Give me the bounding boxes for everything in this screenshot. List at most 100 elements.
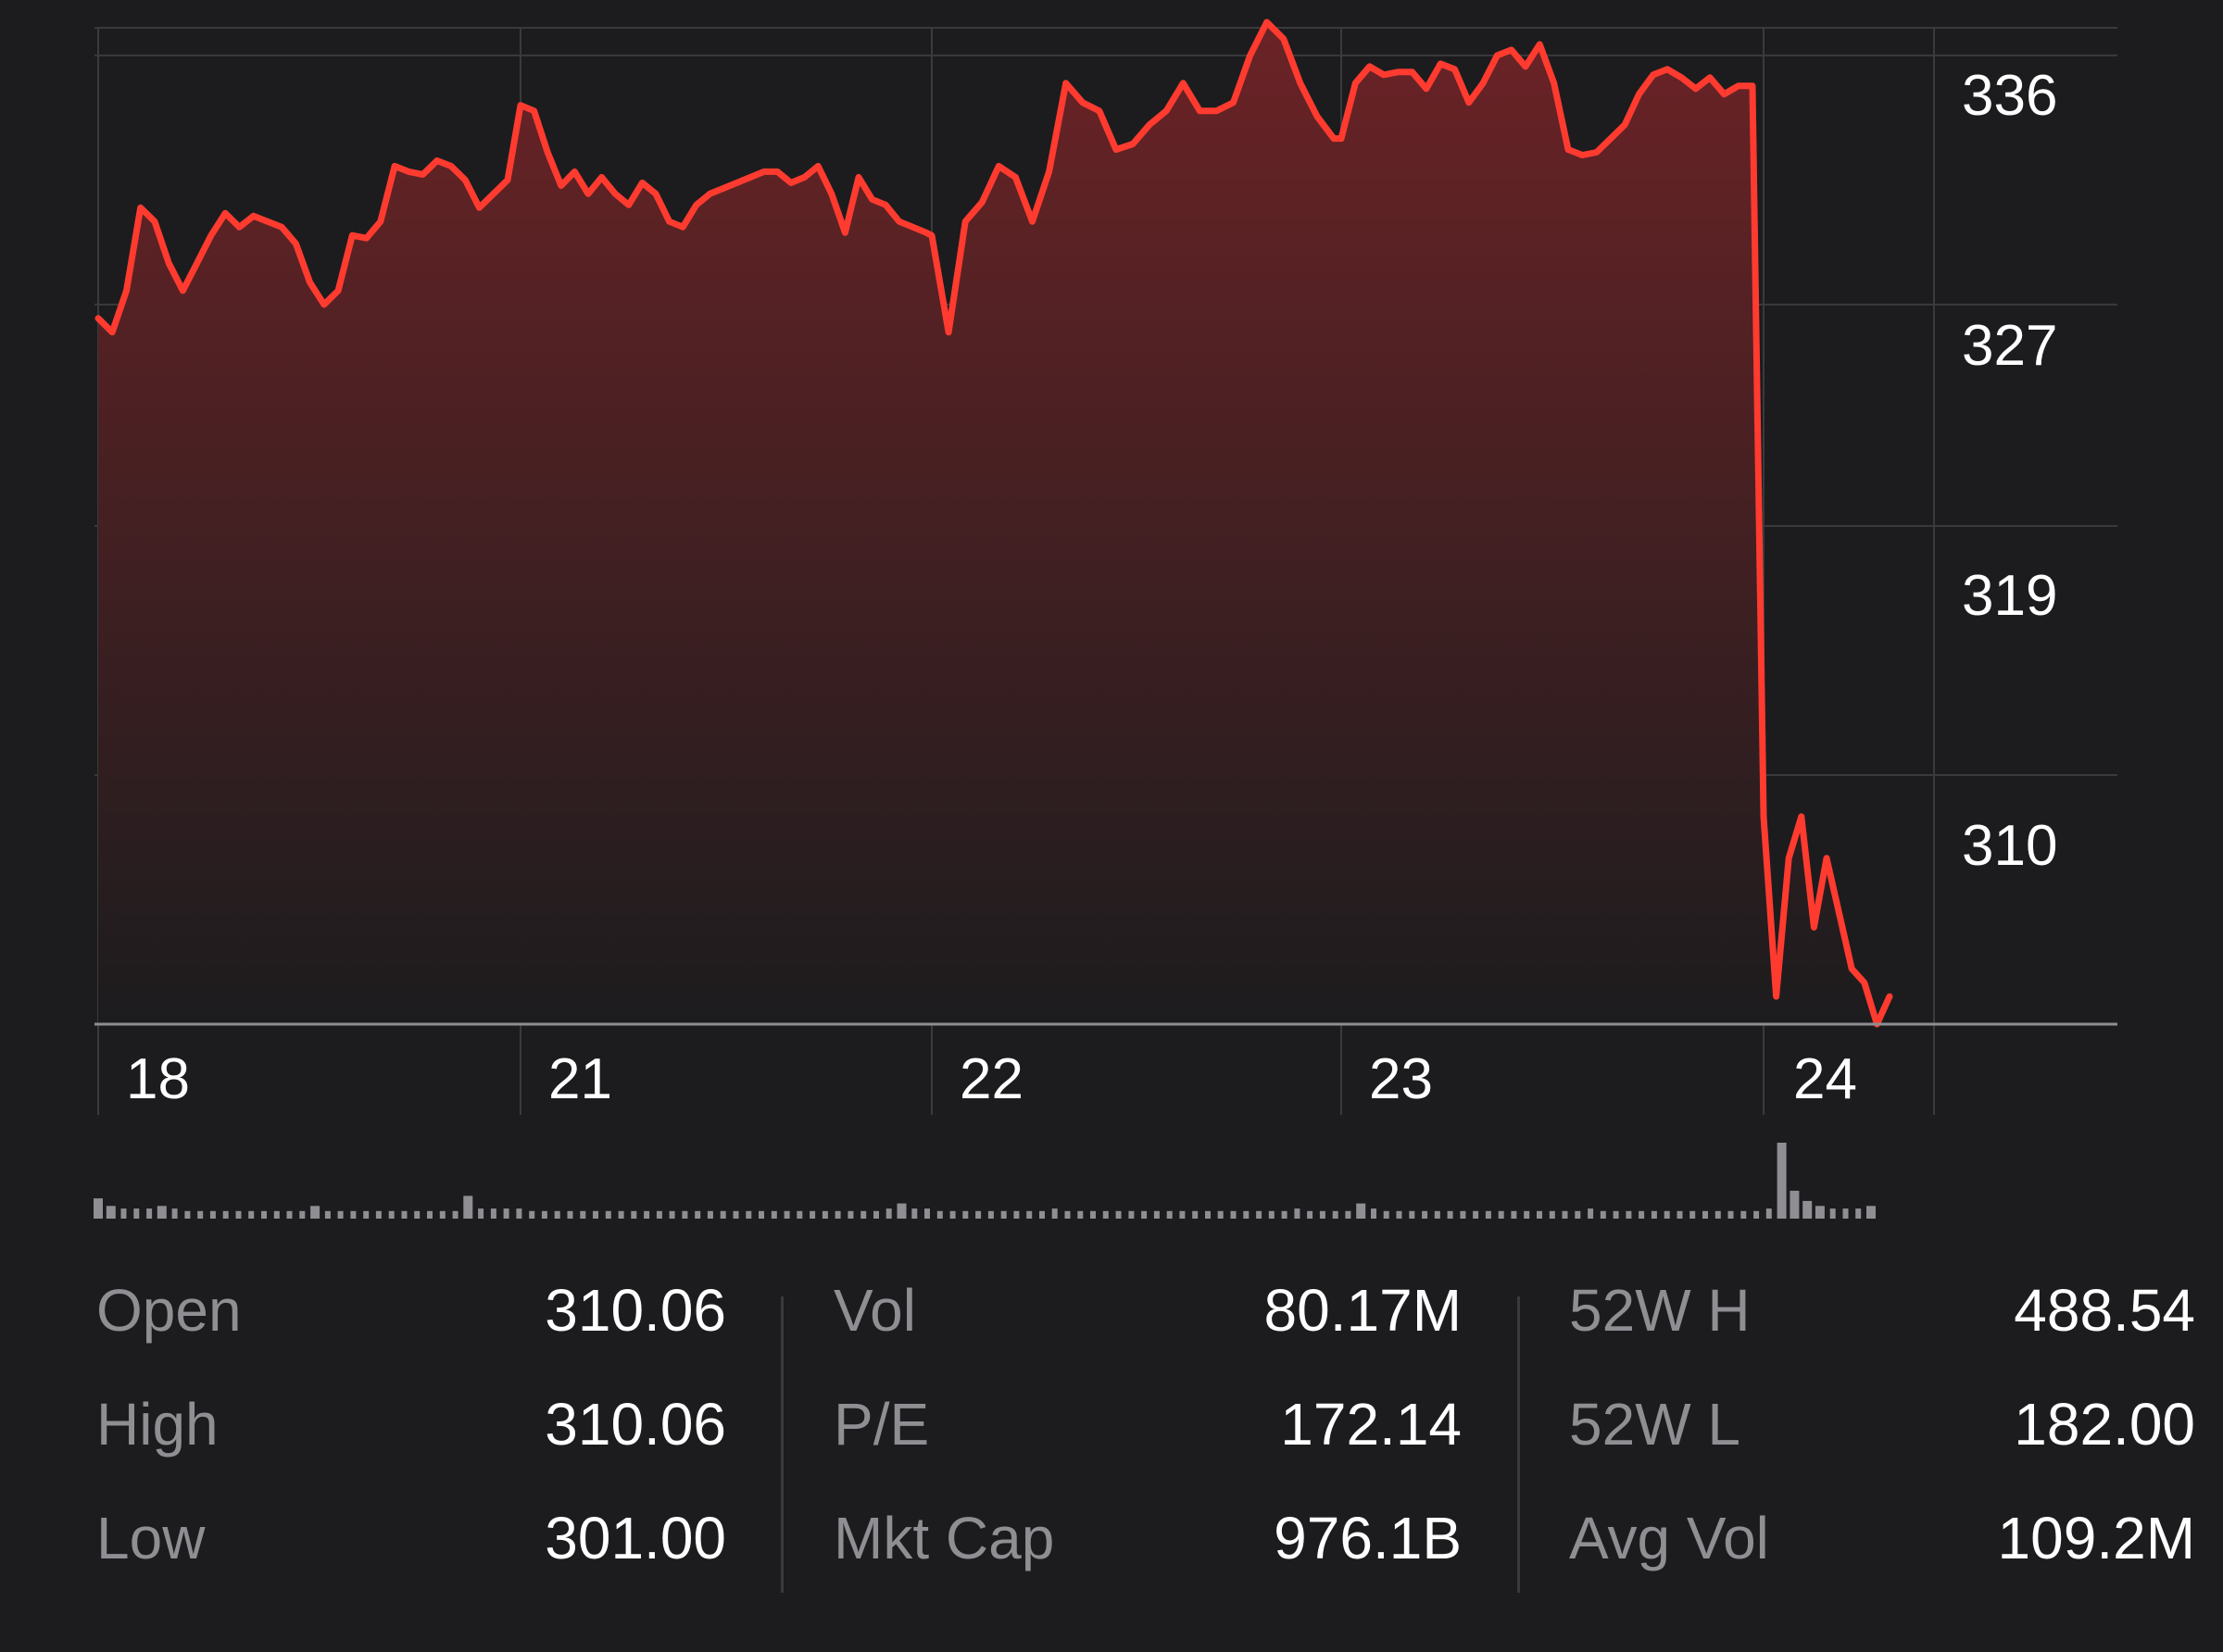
stat-low: Low 301.00 [96, 1496, 726, 1580]
volume-bar [1588, 1208, 1594, 1219]
volume-bar [1217, 1210, 1224, 1219]
volume-bar [184, 1210, 191, 1219]
volume-bar [1447, 1210, 1453, 1219]
volume-bar [733, 1210, 739, 1219]
volume-bar [350, 1210, 357, 1219]
volume-bar [261, 1210, 267, 1219]
volume-bar [1319, 1210, 1325, 1219]
volume-bar [771, 1210, 777, 1219]
stat-value: 310.06 [545, 1391, 726, 1458]
volume-bar [1000, 1210, 1007, 1219]
volume-bar [1115, 1210, 1122, 1219]
volume-bar [197, 1210, 204, 1219]
price-area-fill [98, 22, 1890, 1024]
volume-bar [1141, 1210, 1148, 1219]
volume-bar [1307, 1210, 1313, 1219]
volume-bar [797, 1210, 803, 1219]
volume-bar [860, 1210, 867, 1219]
volume-bar [1575, 1210, 1581, 1219]
stat-label: 52W H [1569, 1277, 1751, 1344]
stat-pe: P/E 172.14 [834, 1383, 1462, 1466]
volume-bars [94, 1143, 1876, 1219]
volume-bar [1473, 1210, 1479, 1219]
volume-bar [1422, 1210, 1428, 1219]
stat-avg-vol: Avg Vol 109.2M [1569, 1496, 2195, 1580]
volume-bar [1243, 1210, 1250, 1219]
stat-label: Mkt Cap [834, 1505, 1055, 1571]
volume-bar [1026, 1210, 1033, 1219]
y-tick-label: 327 [1962, 314, 2057, 378]
volume-bar [1192, 1210, 1199, 1219]
volume-bar [1230, 1210, 1237, 1219]
stats-panel: Open 310.06 High 310.06 Low 301.00 Vol 8… [0, 1269, 2223, 1621]
volume-bar [1511, 1210, 1517, 1219]
volume-bar [120, 1208, 127, 1219]
volume-bar [631, 1210, 637, 1219]
volume-bar [1205, 1210, 1211, 1219]
volume-bar [363, 1210, 370, 1219]
stat-open: Open 310.06 [96, 1269, 726, 1352]
volume-bar [759, 1210, 764, 1219]
volume-bar [897, 1203, 907, 1219]
volume-bar [695, 1210, 701, 1219]
volume-bar [1256, 1210, 1262, 1219]
volume-bar [873, 1210, 879, 1219]
volume-bar [554, 1210, 560, 1219]
y-tick-label: 319 [1962, 564, 2057, 628]
volume-bar [1013, 1210, 1020, 1219]
volume-bar [1153, 1210, 1160, 1219]
x-tick-label: 23 [1369, 1047, 1433, 1111]
volume-bar [618, 1210, 624, 1219]
volume-bar [427, 1210, 433, 1219]
stat-label: 52W L [1569, 1391, 1740, 1458]
volume-bar [1332, 1210, 1338, 1219]
x-tick-label: 24 [1793, 1047, 1857, 1111]
volume-bar [1600, 1210, 1606, 1219]
volume-bar [835, 1210, 841, 1219]
volume-bar [1434, 1210, 1440, 1219]
volume-bar [1051, 1208, 1058, 1219]
volume-bar [1039, 1210, 1045, 1219]
volume-bar [1356, 1203, 1366, 1219]
volume-bar [222, 1210, 229, 1219]
volume-bar [1866, 1206, 1876, 1219]
price-line [94, 19, 1893, 1028]
volume-bar [605, 1210, 611, 1219]
volume-bar [299, 1210, 306, 1219]
volume-bar [1090, 1210, 1096, 1219]
x-axis-labels: 18 21 22 23 24 [126, 1047, 1857, 1111]
volume-bar [1460, 1210, 1466, 1219]
stat-label: Avg Vol [1569, 1505, 1769, 1571]
stat-value: 109.2M [1997, 1505, 2195, 1571]
volume-bar [1651, 1210, 1657, 1219]
volume-bar [1790, 1190, 1800, 1219]
stat-label: Vol [834, 1277, 916, 1344]
volume-bar [848, 1210, 854, 1219]
y-tick-label: 310 [1962, 814, 2057, 878]
volume-bar [1639, 1210, 1645, 1219]
volume-bar [1179, 1210, 1186, 1219]
volume-bar [936, 1210, 943, 1219]
volume-bar [1281, 1210, 1287, 1219]
volume-bar [1537, 1210, 1542, 1219]
volume-bar [1166, 1210, 1173, 1219]
stat-mkt-cap: Mkt Cap 976.1B [834, 1496, 1462, 1580]
volume-bar [439, 1210, 446, 1219]
x-tick-label: 22 [960, 1047, 1024, 1111]
volume-bar [1702, 1210, 1708, 1219]
volume-bar [720, 1210, 726, 1219]
volume-bar [707, 1210, 713, 1219]
price-chart[interactable]: 336 327 319 310 18 21 22 23 24 [0, 0, 2223, 1269]
volume-bar [1549, 1210, 1555, 1219]
volume-bar [885, 1208, 892, 1219]
volume-bar [209, 1210, 216, 1219]
volume-bar [1777, 1143, 1787, 1219]
volume-bar [463, 1195, 473, 1219]
volume-bar [1064, 1210, 1071, 1219]
volume-bar [1102, 1210, 1109, 1219]
stats-column-2: Vol 80.17M P/E 172.14 Mkt Cap 976.1B [834, 1269, 1462, 1571]
volume-bar [516, 1208, 522, 1219]
volume-bar [669, 1210, 675, 1219]
stat-label: P/E [834, 1391, 930, 1458]
volume-bar [490, 1208, 496, 1219]
